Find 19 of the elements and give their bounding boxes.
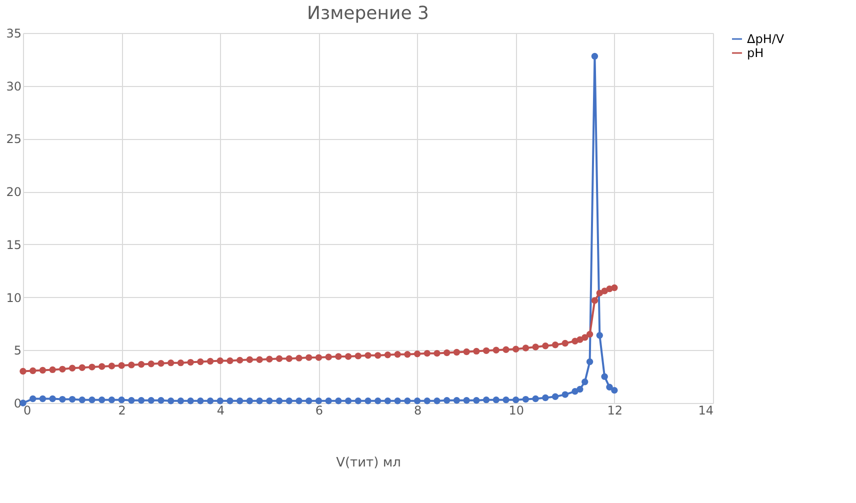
y-tick-label: 35: [6, 26, 22, 40]
y-tick-label: 25: [6, 132, 22, 146]
x-tick-label: 12: [607, 404, 623, 418]
legend-label: pH: [747, 46, 764, 60]
y-tick-label: 30: [6, 79, 22, 94]
x-tick-label: 4: [216, 404, 224, 418]
y-tick-label: 5: [14, 344, 22, 358]
x-tick-label: 14: [698, 404, 714, 418]
y-tick-label: 10: [6, 290, 22, 305]
x-tick-label: 6: [315, 404, 324, 418]
y-tick-label: 15: [6, 238, 22, 252]
x-tick-label: 10: [508, 404, 524, 418]
y-tick-label: 20: [6, 185, 22, 200]
x-axis-title: V(тит) мл: [336, 456, 401, 470]
legend-label: ΔpH/V: [747, 32, 785, 46]
x-tick-label: 0: [24, 404, 32, 418]
chart-title: Измерение 3: [307, 3, 429, 24]
x-tick-label: 2: [118, 404, 126, 418]
x-tick-label: 8: [414, 404, 422, 418]
